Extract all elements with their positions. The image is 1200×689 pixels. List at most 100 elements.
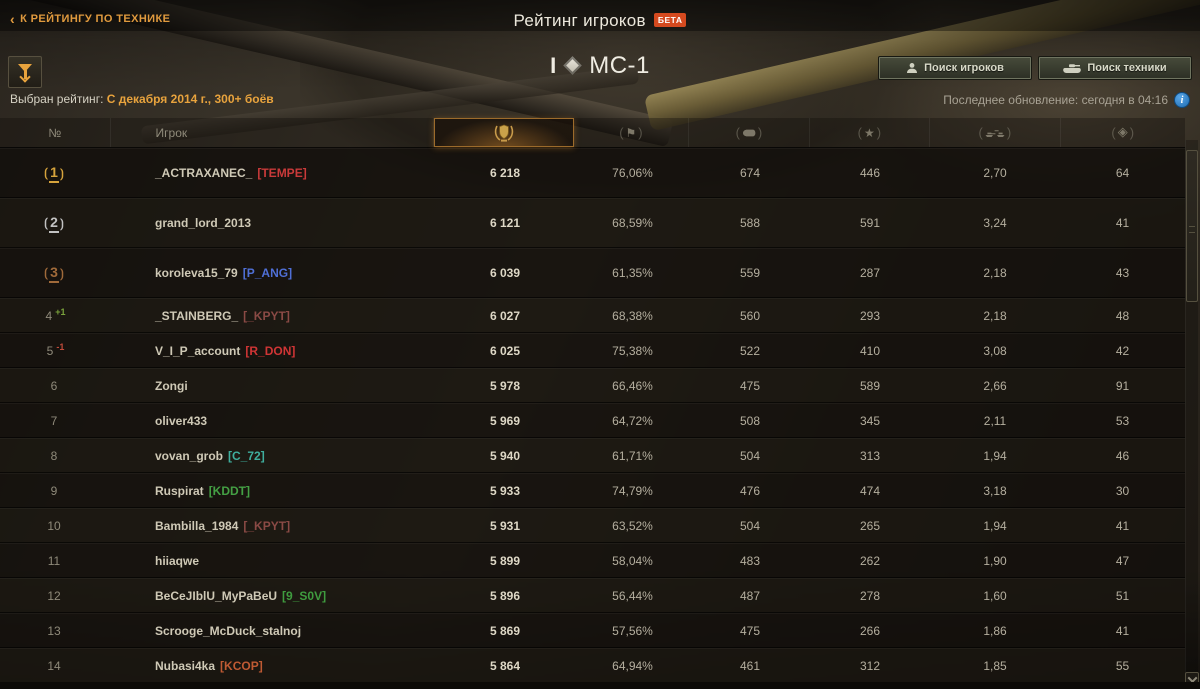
avg-destroyed-value: 1,86 xyxy=(983,623,1007,638)
scrollbar-thumb[interactable] xyxy=(1186,150,1198,302)
player-cell[interactable]: oliver433 xyxy=(110,414,435,428)
player-cell[interactable]: Bambilla_1984 [_KPYT] xyxy=(110,519,435,533)
player-cell[interactable]: Ruspirat [KDDT] xyxy=(110,484,435,498)
rank-medal: 14 xyxy=(47,659,61,673)
avg-damage-value: 483 xyxy=(739,553,761,568)
rating-value: 5 933 xyxy=(489,483,521,498)
search-vehicles-label: Поиск техники xyxy=(1087,62,1167,74)
rank-medal: 13 xyxy=(47,624,61,638)
winrate-value: 68,59% xyxy=(612,216,653,230)
winrate-value: 74,79% xyxy=(612,483,653,498)
avg-damage-value: 504 xyxy=(739,448,761,463)
info-icon[interactable]: i xyxy=(1174,92,1190,108)
table-row[interactable]: 6 Zongi 5 978 66,46% 475 589 2,66 91 xyxy=(0,368,1185,403)
player-cell[interactable]: vovan_grob [C_72] xyxy=(110,449,435,463)
rank-medal: 3 xyxy=(44,264,64,283)
player-cell[interactable]: BeCeJIblU_MyPaBeU [9_S0V] xyxy=(110,589,435,603)
clan-tag: [9_S0V] xyxy=(282,588,327,603)
player-name: V_I_P_account xyxy=(155,343,241,358)
player-cell[interactable]: koroleva15_79 [P_ANG] xyxy=(110,266,435,280)
selected-rating-filter: Выбран рейтинг: С декабря 2014 г., 300+ … xyxy=(10,92,274,106)
clan-tag: [KCOP] xyxy=(220,658,263,673)
rank-change: +1 xyxy=(55,307,66,317)
player-cell[interactable]: V_I_P_account [R_DON] xyxy=(110,344,435,358)
rating-value: 5 940 xyxy=(489,448,521,463)
column-header-rating-selected[interactable] xyxy=(434,118,574,147)
column-header-player[interactable]: Игрок xyxy=(111,118,435,147)
battles-value: 41 xyxy=(1115,623,1130,638)
table-row[interactable]: 4 +1 _STAINBERG_ [_KPYT] 6 027 68,38% 560 … xyxy=(0,298,1185,333)
avg-destroyed-value: 3,08 xyxy=(983,343,1007,358)
rank-medal: 6 xyxy=(50,379,58,393)
selected-rating-label: Выбран рейтинг: xyxy=(10,92,104,106)
player-cell[interactable]: _ACTRAXANEC_ [TEMPE] xyxy=(110,166,435,180)
player-name: Bambilla_1984 xyxy=(155,518,239,533)
avg-experience-value: 266 xyxy=(859,623,881,638)
avg-experience-value: 312 xyxy=(859,658,881,673)
player-cell[interactable]: _STAINBERG_ [_KPYT] xyxy=(110,309,435,323)
rank-medal: 10 xyxy=(47,519,61,533)
table-row[interactable]: 8 vovan_grob [C_72] 5 940 61,71% 504 313 … xyxy=(0,438,1185,473)
rating-value: 5 978 xyxy=(489,378,521,393)
chevron-left-icon: ‹ xyxy=(10,11,16,27)
avg-experience-value: 591 xyxy=(859,216,881,230)
player-cell[interactable]: Scrooge_McDuck_stalnoj xyxy=(110,624,435,638)
avg-destroyed-value: 2,11 xyxy=(983,413,1007,428)
selected-rating-value: С декабря 2014 г., 300+ боёв xyxy=(106,92,274,106)
vehicle-header: I МС-1 xyxy=(0,52,1200,80)
avg-damage-value: 522 xyxy=(739,343,761,358)
battles-value: 64 xyxy=(1115,166,1130,180)
player-cell[interactable]: Zongi xyxy=(110,379,435,393)
avg-damage-value: 487 xyxy=(739,588,761,603)
last-update-text: Последнее обновление: сегодня в 04:16 xyxy=(943,93,1168,107)
table-row[interactable]: 3 koroleva15_79[P_ANG] 6 039 61,35% 559 … xyxy=(0,248,1185,298)
search-players-button[interactable]: Поиск игроков xyxy=(878,56,1032,80)
table-row[interactable]: 2 grand_lord_2013 6 121 68,59% 588 591 3… xyxy=(0,198,1185,248)
rank-medal: 8 xyxy=(50,449,58,463)
search-vehicles-button[interactable]: Поиск техники xyxy=(1038,56,1192,80)
avg-experience-value: 287 xyxy=(859,266,881,280)
table-row[interactable]: 12 BeCeJIblU_MyPaBeU [9_S0V] 5 896 56,44%… xyxy=(0,578,1185,613)
rank-cell: 13 xyxy=(0,622,110,639)
player-cell[interactable]: Nubasi4ka [KCOP] xyxy=(110,659,435,673)
avg-damage-value: 674 xyxy=(739,166,761,180)
battles-value: 55 xyxy=(1115,658,1130,673)
column-header-winrate[interactable] xyxy=(574,118,690,147)
table-row[interactable]: 14 Nubasi4ka [KCOP] 5 864 64,94% 461 312 … xyxy=(0,648,1185,683)
rating-value: 5 896 xyxy=(489,588,521,603)
column-header-avg-damage[interactable] xyxy=(689,118,810,147)
player-cell[interactable]: grand_lord_2013 xyxy=(110,216,435,230)
rating-value: 5 869 xyxy=(489,623,521,638)
avg-damage-value: 588 xyxy=(739,216,761,230)
table-row[interactable]: 1 _ACTRAXANEC_ [TEMPE] 6 218 76,06% 674 4… xyxy=(0,148,1185,198)
column-header-rank[interactable]: № xyxy=(0,118,111,147)
beta-badge: БЕТА xyxy=(653,13,687,27)
avg-damage-value: 475 xyxy=(739,623,761,638)
table-row[interactable]: 7 oliver433 5 969 64,72% 508 345 2,11 53 xyxy=(0,403,1185,438)
battles-value: 30 xyxy=(1115,483,1130,498)
player-cell[interactable]: hiiaqwe xyxy=(110,554,435,568)
table-row[interactable]: 13 Scrooge_McDuck_stalnoj 5 869 57,56% 4… xyxy=(0,613,1185,648)
back-to-vehicle-rating-link[interactable]: ‹ К РЕЙТИНГУ ПО ТЕХНИКЕ xyxy=(10,11,170,27)
winrate-value: 66,46% xyxy=(612,378,653,393)
avg-experience-value: 262 xyxy=(859,553,881,568)
rank-medal: 2 xyxy=(44,214,64,233)
table-row[interactable]: 10 Bambilla_1984 [_KPYT] 5 931 63,52% 504… xyxy=(0,508,1185,543)
avg-experience-value: 474 xyxy=(859,483,881,498)
table-row[interactable]: 5 -1 V_I_P_account [R_DON] 6 025 75,38% 52… xyxy=(0,333,1185,368)
avg-damage-value: 508 xyxy=(739,413,761,428)
avg-damage-value: 475 xyxy=(739,378,761,393)
star-icon xyxy=(864,127,875,139)
flag-icon xyxy=(626,127,637,139)
table-row[interactable]: 11 hiiaqwe 5 899 58,04% 483 262 1,90 47 xyxy=(0,543,1185,578)
avg-damage-value: 559 xyxy=(739,266,761,280)
column-header-avg-experience[interactable] xyxy=(810,118,931,147)
rating-filter-button[interactable] xyxy=(8,56,42,88)
column-header-battles[interactable] xyxy=(1061,118,1185,147)
avg-destroyed-value: 3,24 xyxy=(983,216,1007,230)
table-row[interactable]: 9 Ruspirat [KDDT] 5 933 74,79% 476 474 3,… xyxy=(0,473,1185,508)
column-header-avg-destroyed[interactable] xyxy=(930,118,1061,147)
player-name: grand_lord_2013 xyxy=(155,216,252,230)
top-shade xyxy=(0,0,1200,31)
table-header-row: № Игрок xyxy=(0,118,1185,148)
